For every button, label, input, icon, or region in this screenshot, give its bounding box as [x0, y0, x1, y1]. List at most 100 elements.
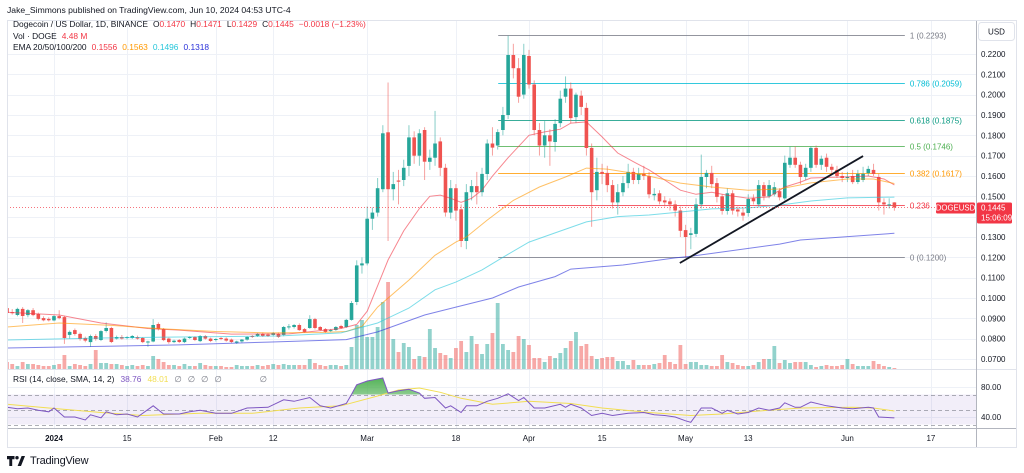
candle-body — [428, 157, 432, 162]
candle-body — [782, 162, 787, 199]
time-axis[interactable]: 2024 15 Feb 12 Mar 18 Apr 15 May 13 Jun 17 — [45, 434, 936, 443]
rsi-pane[interactable] — [7, 377, 976, 426]
volume-label[interactable]: Vol · DOGE — [13, 30, 57, 41]
volume-bar — [506, 350, 511, 369]
currency-button[interactable] — [978, 22, 1015, 41]
candle-body — [208, 338, 213, 341]
ema100-line — [7, 196, 895, 341]
volume-bars — [7, 282, 897, 369]
ohlc-low-value: 0.1429 — [231, 19, 258, 29]
rsi-label[interactable]: RSI (14, close, SMA, 14, 2) — [13, 374, 115, 384]
volume-bar — [213, 366, 218, 369]
volume-bar — [652, 364, 657, 369]
volume-bar — [861, 366, 865, 369]
candle-body — [459, 209, 463, 241]
candle-body — [52, 316, 56, 321]
candle-body — [767, 185, 771, 197]
candle-body — [260, 333, 265, 336]
legend-volume-row[interactable]: Vol · DOGE 4.48 M — [13, 31, 366, 43]
candle-body — [443, 167, 448, 213]
volume-bar — [140, 365, 145, 369]
volume-bar — [93, 350, 98, 369]
candle-body — [234, 341, 239, 343]
volume-bar — [375, 327, 380, 369]
candle-body — [370, 212, 375, 219]
volume-bar — [438, 353, 443, 369]
volume-bar — [668, 362, 672, 369]
candle-body — [401, 167, 406, 180]
candle-body — [736, 209, 740, 212]
volume-bar — [396, 352, 401, 369]
ohlc-close-label: C — [262, 19, 269, 29]
main-price-pane[interactable]: 1 (0.2293) 0.786 (0.2059) 0.618 (0.1875) 0.… — [5, 32, 976, 370]
price-axis-label: 0.2200 — [981, 50, 1006, 59]
candle-body — [292, 325, 296, 327]
volume-bar — [41, 366, 46, 369]
volume-bar — [203, 365, 208, 369]
volume-bar — [594, 359, 599, 369]
price-axis[interactable]: 0.2200 0.2100 0.2000 0.1900 0.1800 0.1700 0.16… — [976, 20, 1017, 448]
volume-bar — [808, 365, 813, 369]
candle-body — [631, 171, 636, 180]
volume-bar — [146, 366, 150, 369]
volume-bar — [72, 364, 77, 369]
price-axis-label: 0.1100 — [981, 274, 1005, 283]
symbol-description[interactable]: Dogecoin / US Dollar, 1D, BINANCE — [13, 19, 148, 29]
volume-bar — [777, 363, 782, 369]
fibonacci-retracement[interactable]: 1 (0.2293) 0.786 (0.2059) 0.618 (0.1875) 0.… — [498, 32, 962, 263]
candle-body — [334, 327, 338, 330]
volume-bar — [10, 364, 15, 369]
volume-bar — [109, 364, 114, 369]
volume-bar — [177, 366, 182, 369]
volume-bar — [365, 337, 370, 369]
candle-body — [725, 193, 730, 211]
volume-bar — [641, 365, 646, 369]
na-value-icon: ∅ — [174, 374, 182, 384]
volume-bar — [36, 365, 41, 369]
candle-body — [673, 204, 677, 211]
trendline-drawing[interactable] — [679, 155, 864, 264]
candle-body — [193, 337, 197, 340]
candle-body — [657, 193, 662, 202]
candle-body — [856, 173, 860, 182]
volume-bar — [495, 303, 500, 369]
volume-bar — [882, 366, 886, 369]
tradingview-branding[interactable]: TradingView — [7, 455, 89, 467]
volume-bar — [876, 364, 881, 369]
candle-body — [433, 143, 437, 158]
volume-bar — [892, 368, 897, 369]
volume-bar — [417, 356, 422, 369]
candle-body — [26, 310, 30, 316]
candle-body — [845, 177, 850, 178]
volume-bar — [699, 365, 704, 369]
volume-bar — [730, 363, 735, 369]
ohlc-close-value: 0.1445 — [268, 19, 294, 29]
candle-body — [887, 204, 891, 206]
volume-bar — [276, 365, 281, 369]
candle-body — [480, 173, 484, 193]
volume-bar — [751, 365, 756, 369]
candle-body — [574, 94, 578, 118]
rsi-legend[interactable]: RSI (14, close, SMA, 14, 2) 38.76 48.01 … — [13, 374, 267, 384]
candle-body — [882, 202, 886, 205]
fib-level-label: 0 (0.1200) — [910, 254, 947, 263]
current-price-value: 0.1445 — [981, 204, 1006, 213]
volume-bar — [318, 365, 323, 369]
na-value-icon: ∅ — [187, 374, 196, 384]
volume-bar — [762, 359, 766, 369]
candle-body — [788, 157, 792, 165]
volume-bar — [803, 362, 808, 369]
volume-bar — [292, 365, 296, 369]
ema-label[interactable]: EMA 20/50/100/200 — [13, 42, 87, 53]
ohlc-high: H 0.1471 — [190, 19, 222, 31]
legend-ema-row[interactable]: EMA 20/50/100/200 0.1556 0.1563 0.1496 0… — [13, 42, 366, 54]
outer-border — [7, 20, 1017, 448]
volume-bar — [386, 282, 390, 369]
volume-bar — [135, 366, 140, 369]
volume-bar — [605, 357, 610, 369]
candle-body — [699, 177, 704, 205]
candle-body — [36, 314, 41, 319]
volume-bar — [161, 362, 166, 369]
legend-symbol-row[interactable]: Dogecoin / US Dollar, 1D, BINANCE O 0.147… — [13, 19, 366, 31]
